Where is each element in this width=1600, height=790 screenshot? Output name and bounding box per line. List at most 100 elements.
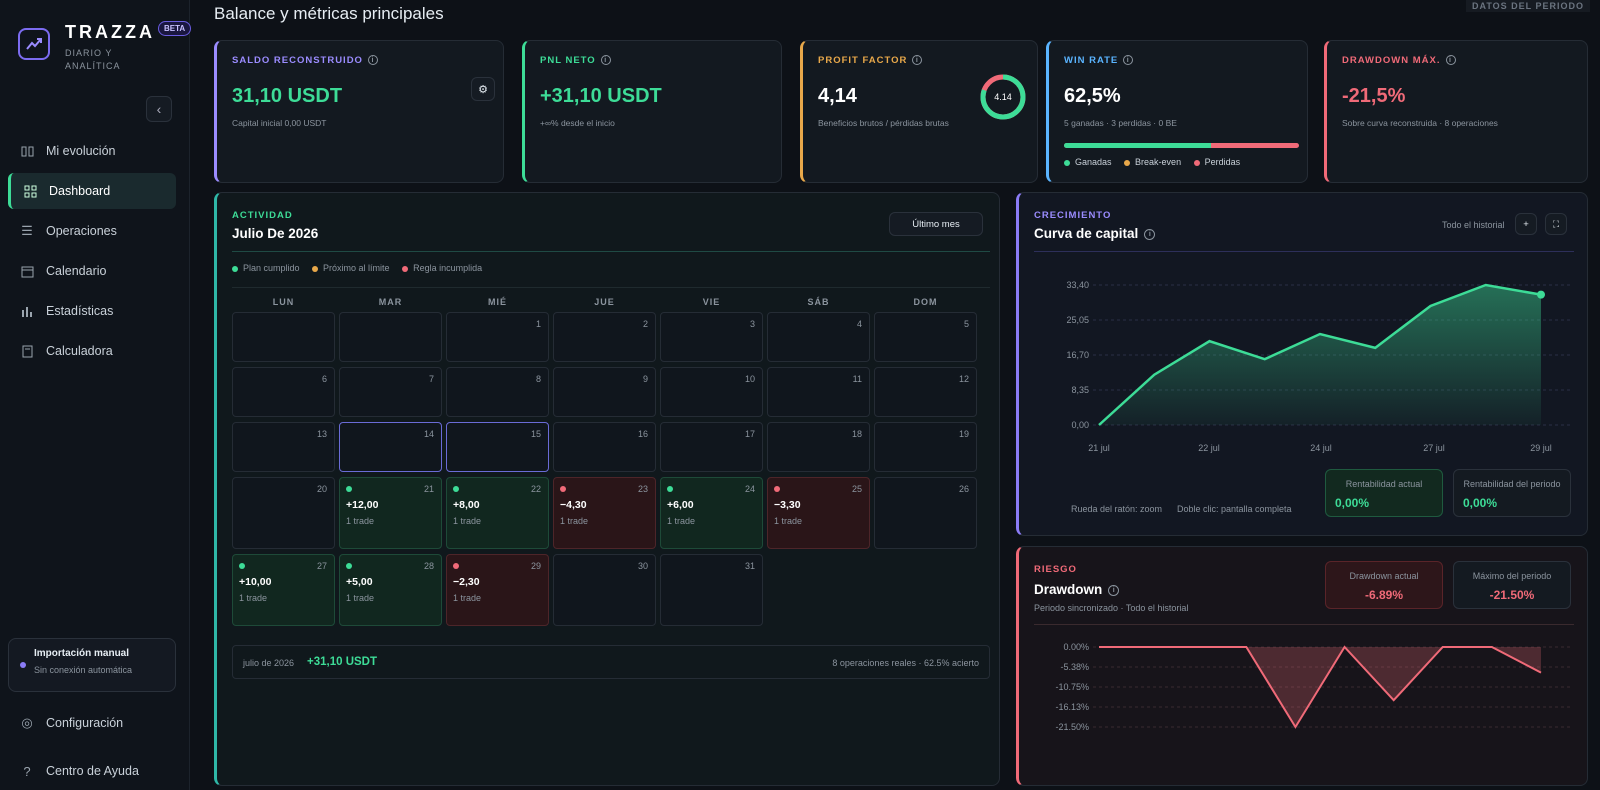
calendar-day[interactable]: 2 <box>553 312 656 362</box>
fullscreen-button[interactable]: ⛶ <box>1545 213 1567 235</box>
kpi-card-pnl: PNL NETO i +31,10 USDT +∞% desde el inici… <box>522 40 782 183</box>
sidebar-item-calculadora[interactable]: Calculadora <box>8 333 176 369</box>
sidebar-item-ayuda[interactable]: ? Centro de Ayuda <box>8 753 176 789</box>
day-number: 12 <box>958 374 969 384</box>
calendar-day[interactable]: 4 <box>767 312 870 362</box>
calendar-day[interactable]: 9 <box>553 367 656 417</box>
weekday-header: SÁB <box>807 297 830 307</box>
day-number: 19 <box>958 429 969 439</box>
calendar-day[interactable]: 7 <box>339 367 442 417</box>
sidebar-item-label: Estadísticas <box>46 304 114 318</box>
sidebar-item-calendario[interactable]: Calendario <box>8 253 176 289</box>
calendar-day[interactable]: 5 <box>874 312 977 362</box>
range-label[interactable]: Todo el historial <box>1442 220 1505 230</box>
calendar-day[interactable]: 31 <box>660 554 763 626</box>
info-icon[interactable]: i <box>600 55 611 66</box>
day-number: 4 <box>856 319 862 329</box>
collapse-sidebar-button[interactable]: ‹ <box>146 96 172 122</box>
series-line <box>1099 645 1542 729</box>
kpi-value: 4,14 <box>818 85 857 107</box>
calendar-day[interactable]: 10 <box>660 367 763 417</box>
kpi-subtitle: Sobre curva reconstruida · 8 operaciones <box>1342 118 1498 128</box>
kpi-subtitle: 5 ganadas · 3 perdidas · 0 BE <box>1064 118 1177 128</box>
page-title: Balance y métricas principales <box>214 4 444 23</box>
calendar-day[interactable]: 3 <box>660 312 763 362</box>
info-icon[interactable]: i <box>1144 228 1156 240</box>
day-trades: 1 trade <box>774 516 803 526</box>
calendar-day[interactable]: 20 <box>232 477 335 549</box>
day-number: 14 <box>423 429 434 439</box>
sidebar-item-configuracion[interactable]: ◎ Configuración <box>8 705 176 741</box>
calendar-day[interactable]: 30 <box>553 554 656 626</box>
legend-dot-icon <box>402 265 409 272</box>
risk-subtitle: Periodo sincronizado · Todo el historial <box>1034 603 1189 613</box>
sidebar-item-estadisticas[interactable]: Estadísticas <box>8 293 176 329</box>
calendar-day[interactable]: 21 +12,00 1 trade <box>339 477 442 549</box>
weekday-header: MAR <box>378 297 403 307</box>
status-dot-icon <box>239 563 245 569</box>
day-number: 13 <box>316 429 327 439</box>
sidebar-item-label: Configuración <box>46 716 124 730</box>
weekday-header: DOM <box>913 297 938 307</box>
info-icon[interactable]: i <box>912 55 923 66</box>
day-number: 23 <box>637 484 648 494</box>
calendar-day[interactable]: 11 <box>767 367 870 417</box>
calendar-day[interactable]: 13 <box>232 422 335 472</box>
day-number: 16 <box>637 429 648 439</box>
info-icon[interactable]: i <box>1108 584 1120 596</box>
calendar-day[interactable]: 23 −4,30 1 trade <box>553 477 656 549</box>
import-status-card[interactable]: Importación manual Sin conexión automáti… <box>8 638 176 692</box>
day-pnl: −4,30 <box>560 499 587 511</box>
calendar-day[interactable] <box>232 312 335 362</box>
calendar-day[interactable]: 27 +10,00 1 trade <box>232 554 335 626</box>
day-number: 27 <box>316 561 327 571</box>
calendar-day[interactable]: 6 <box>232 367 335 417</box>
day-pnl: +5,00 <box>346 576 373 588</box>
edit-capital-button[interactable]: ⚙ <box>471 77 495 101</box>
sidebar-item-label: Centro de Ayuda <box>46 764 139 778</box>
y-tick-label: -5.38% <box>1060 662 1089 672</box>
hint-wheel: Rueda del ratón: zoom <box>1071 504 1163 514</box>
section-label: ACTIVIDAD <box>232 210 293 221</box>
kpi-subtitle: +∞% desde el inicio <box>540 118 615 128</box>
calendar-day[interactable]: 8 <box>446 367 549 417</box>
info-icon[interactable]: i <box>1123 55 1134 66</box>
stat-value: -21.50% <box>1489 588 1535 602</box>
calendar-day[interactable]: 29 −2,30 1 trade <box>446 554 549 626</box>
plus-icon: + <box>1523 218 1529 230</box>
calendar-legend: Plan cumplido Próximo al límite Regla in… <box>232 263 482 273</box>
status-dot-icon <box>453 563 459 569</box>
kpi-card-drawdown: DRAWDOWN MÁX. i -21,5% Sobre curva recons… <box>1324 40 1588 183</box>
sidebar-item-mi-evolucion[interactable]: Mi evolución <box>8 133 176 169</box>
calendar-day[interactable]: 15 <box>446 422 549 472</box>
calendar-day[interactable]: 12 <box>874 367 977 417</box>
info-icon[interactable]: i <box>1445 55 1456 66</box>
sidebar-item-operaciones[interactable]: ☰ Operaciones <box>8 213 176 249</box>
calendar-day[interactable] <box>339 312 442 362</box>
sidebar-item-dashboard[interactable]: Dashboard <box>8 173 176 209</box>
activity-panel: ACTIVIDAD Julio De 2026 Último mes Plan … <box>214 192 1000 786</box>
calendar-day[interactable]: 19 <box>874 422 977 472</box>
calendar-day[interactable]: 17 <box>660 422 763 472</box>
calendar-day[interactable]: 28 +5,00 1 trade <box>339 554 442 626</box>
calendar-day[interactable]: 26 <box>874 477 977 549</box>
divider <box>232 251 990 252</box>
drawdown-chart[interactable]: 0.00% -5.38% -10.75% -16.13% -21.50% <box>1019 637 1589 777</box>
day-number: 18 <box>851 429 862 439</box>
period-select-button[interactable]: Último mes <box>889 212 983 236</box>
risk-panel: RIESGO Drawdown i Periodo sincronizado · … <box>1016 546 1588 786</box>
info-icon[interactable]: i <box>367 55 378 66</box>
logo-icon[interactable] <box>18 28 50 60</box>
calendar-day[interactable]: 24 +6,00 1 trade <box>660 477 763 549</box>
zoom-in-button[interactable]: + <box>1515 213 1537 235</box>
last-point <box>1537 290 1545 299</box>
calendar-day[interactable]: 1 <box>446 312 549 362</box>
calendar-day[interactable]: 22 +8,00 1 trade <box>446 477 549 549</box>
capital-curve-chart[interactable]: 33,40 25,05 16,70 8,35 0,00 21 jul 22 jul 24 ju… <box>1019 263 1589 473</box>
calendar-day[interactable]: 14 <box>339 422 442 472</box>
kpi-label: WIN RATE i <box>1064 55 1134 66</box>
calendar-day[interactable]: 25 −3,30 1 trade <box>767 477 870 549</box>
stat-value: -6.89% <box>1364 588 1404 602</box>
calendar-day[interactable]: 16 <box>553 422 656 472</box>
calendar-day[interactable]: 18 <box>767 422 870 472</box>
